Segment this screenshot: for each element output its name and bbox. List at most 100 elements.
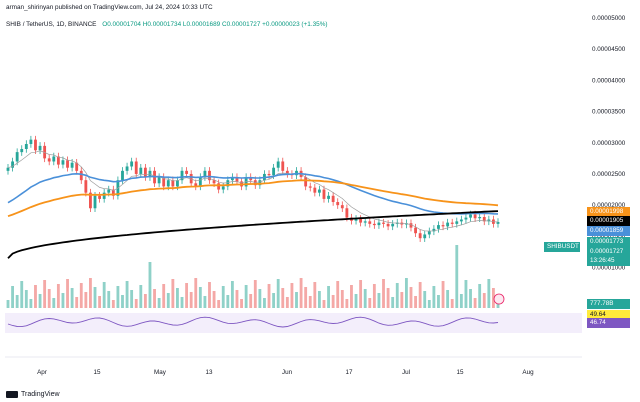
volume-bar: [125, 281, 129, 308]
volume-bar: [258, 289, 262, 308]
candle-body: [98, 195, 102, 199]
volume-bar: [221, 286, 225, 308]
volume-bar: [93, 287, 97, 308]
symbol-line: SHIB / TetherUS, 1D, BINANCE O0.00001704…: [6, 21, 328, 28]
candle-body: [427, 231, 431, 235]
volume-bar: [317, 291, 321, 308]
volume-bar: [43, 280, 47, 308]
volume-bar: [75, 297, 79, 308]
candle-body: [70, 162, 74, 168]
volume-bar: [327, 286, 330, 308]
candle-body: [386, 223, 390, 227]
volume-bar: [377, 293, 381, 308]
volume-bar: [171, 279, 175, 308]
volume-bar: [107, 291, 111, 308]
candle-body: [111, 189, 115, 196]
volume-bar: [240, 299, 243, 308]
volume-bar: [469, 289, 472, 308]
candle-body: [47, 158, 51, 162]
candle-body: [258, 180, 262, 186]
candle-body: [340, 205, 344, 209]
volume-bar: [281, 288, 285, 308]
volume-bar: [336, 281, 340, 308]
volume-bar: [153, 289, 156, 308]
y-tick-label: 0.00002500: [592, 171, 626, 178]
symbol-tag: SHIBUSDT: [544, 242, 580, 252]
volume-bar: [423, 291, 427, 308]
volume-bar: [432, 286, 436, 308]
candle-body: [478, 216, 482, 219]
candle-body: [313, 187, 317, 193]
volume-bar: [478, 284, 482, 308]
candle-body: [194, 183, 198, 187]
y-tick-label: 0.00002000: [592, 202, 626, 209]
volume-bar: [226, 295, 230, 308]
candle-body: [432, 228, 436, 232]
volume-bar: [322, 300, 326, 308]
volume-bar: [24, 290, 28, 308]
volume-bar: [418, 282, 422, 308]
volume-bar: [162, 284, 166, 308]
volume-bar: [267, 284, 271, 308]
volume-bar: [212, 291, 216, 308]
candle-body: [29, 139, 33, 145]
y-tick-label: 0.00001500: [592, 233, 626, 240]
volume-bar: [185, 283, 189, 308]
candle-body: [24, 144, 28, 149]
volume-bar: [404, 278, 408, 308]
tradingview-logo[interactable]: TradingView: [6, 391, 60, 398]
volume-bar: [11, 286, 14, 308]
candle-body: [322, 189, 326, 199]
tradingview-icon: [6, 391, 18, 398]
candle-body: [75, 162, 79, 171]
x-tick-label: Jun: [282, 369, 293, 376]
candle-body: [372, 223, 376, 226]
volume-bar: [492, 288, 495, 308]
candle-body: [34, 139, 37, 151]
volume-bar: [166, 293, 170, 308]
candle-body: [418, 233, 422, 239]
volume-bar: [38, 294, 42, 308]
candle-body: [446, 222, 450, 227]
volume-bar: [395, 283, 399, 308]
volume-bar: [350, 285, 353, 308]
volume-bar: [372, 284, 376, 308]
candle-body: [308, 186, 312, 188]
volume-bar: [176, 288, 179, 308]
candle-body: [84, 180, 88, 193]
candle-body: [66, 160, 69, 168]
candle-body: [230, 177, 234, 181]
candle-body: [377, 222, 381, 226]
volume-bar: [130, 290, 134, 308]
volume-bar: [203, 296, 207, 308]
candle-body: [414, 227, 417, 234]
volume-bar: [487, 279, 491, 308]
candle-body: [6, 167, 10, 171]
volume-bar: [253, 280, 257, 308]
candle-body: [102, 192, 106, 199]
volume-bar: [208, 282, 211, 308]
volume-bar: [345, 299, 349, 308]
candle-body: [459, 219, 463, 222]
volume-bar: [290, 283, 294, 308]
x-tick-label: May: [154, 369, 167, 376]
x-tick-label: 17: [345, 369, 353, 376]
volume-bar: [217, 300, 221, 308]
volume-bar: [102, 282, 106, 308]
candle-body: [185, 170, 189, 174]
y-tick-label: 0.00005000: [592, 15, 626, 22]
volume-bar: [111, 300, 115, 308]
candle-body: [56, 156, 60, 165]
volume-bar: [230, 281, 234, 308]
candle-body: [317, 189, 321, 193]
volume-bar: [427, 300, 431, 308]
candle-body: [134, 161, 138, 174]
candle-body: [171, 180, 175, 187]
volume-bar: [276, 279, 280, 308]
volume-bar: [272, 293, 276, 308]
candle-body: [180, 170, 184, 181]
candle-body: [450, 222, 454, 224]
candle-body: [249, 177, 253, 181]
candle-body: [285, 170, 289, 174]
